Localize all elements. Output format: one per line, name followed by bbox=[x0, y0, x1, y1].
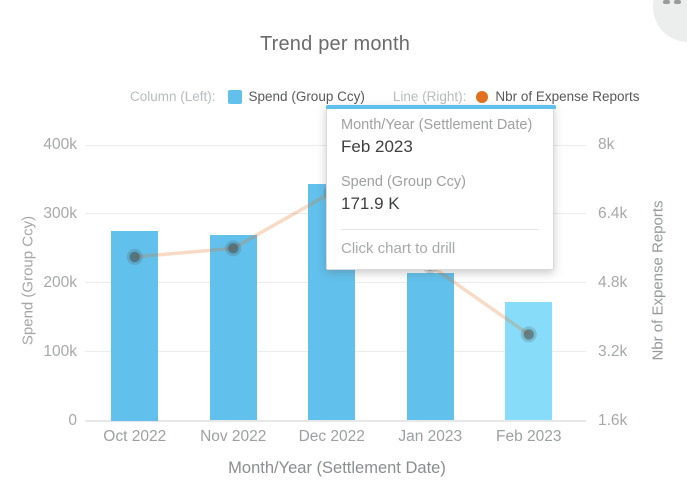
legend-line-label: Line (Right): bbox=[392, 89, 467, 104]
right-axis-tick: 1.6k bbox=[598, 411, 628, 429]
corner-button-glyph-icon bbox=[674, 0, 681, 4]
tooltip-dimension-value: Feb 2023 bbox=[341, 137, 413, 156]
right-axis-tick: 8k bbox=[598, 136, 615, 153]
bar-jan-2023[interactable] bbox=[406, 273, 454, 421]
left-axis-tick: 200k bbox=[43, 273, 77, 291]
left-axis-tick: 0 bbox=[68, 411, 77, 429]
bar-oct-2022[interactable] bbox=[111, 231, 159, 421]
right-axis-tick: 3.2k bbox=[598, 342, 628, 360]
right-axis-tick: 6.4k bbox=[598, 204, 628, 222]
legend-column-label: Column (Left): bbox=[130, 89, 216, 104]
x-axis-title: Month/Year (Settlement Date) bbox=[228, 459, 446, 477]
left-axis-tick: 300k bbox=[43, 204, 77, 222]
bar-nov-2022[interactable] bbox=[209, 234, 257, 421]
chart-title: Trend per month bbox=[259, 33, 411, 55]
x-axis-tick: Oct 2022 bbox=[103, 428, 167, 445]
line-series-dot-icon bbox=[476, 90, 489, 103]
x-axis-tick: Feb 2023 bbox=[496, 428, 562, 445]
x-axis-tick: Nov 2022 bbox=[200, 428, 267, 445]
tooltip-measure-value: 171.9 K bbox=[341, 194, 400, 213]
left-axis-tick: 100k bbox=[43, 342, 77, 360]
tooltip-divider bbox=[341, 229, 539, 230]
corner-button-glyph-icon bbox=[663, 0, 670, 4]
right-axis-tick: 4.8k bbox=[598, 273, 628, 291]
x-axis-tick: Jan 2023 bbox=[398, 428, 463, 445]
chart-legend: Column (Left): Spend (Group Ccy) Line (R… bbox=[130, 89, 639, 104]
x-axis-tick: Dec 2022 bbox=[298, 428, 365, 445]
bar-feb-2023[interactable] bbox=[505, 302, 553, 421]
column-series-swatch-icon bbox=[227, 89, 242, 104]
legend-line-series[interactable]: Nbr of Expense Reports bbox=[495, 89, 640, 104]
legend-column-series[interactable]: Spend (Group Ccy) bbox=[248, 89, 365, 104]
tooltip-dimension-label: Month/Year (Settlement Date) bbox=[341, 117, 533, 133]
corner-menu-button[interactable] bbox=[653, 0, 687, 42]
chart-tooltip: Month/Year (Settlement Date) Feb 2023 Sp… bbox=[326, 105, 556, 270]
tooltip-measure-label: Spend (Group Ccy) bbox=[341, 174, 466, 190]
x-axis-baseline bbox=[85, 419, 586, 422]
left-axis-tick: 400k bbox=[43, 136, 77, 153]
tooltip-accent-bar bbox=[326, 105, 556, 109]
tooltip-drill-hint: Click chart to drill bbox=[341, 240, 456, 257]
